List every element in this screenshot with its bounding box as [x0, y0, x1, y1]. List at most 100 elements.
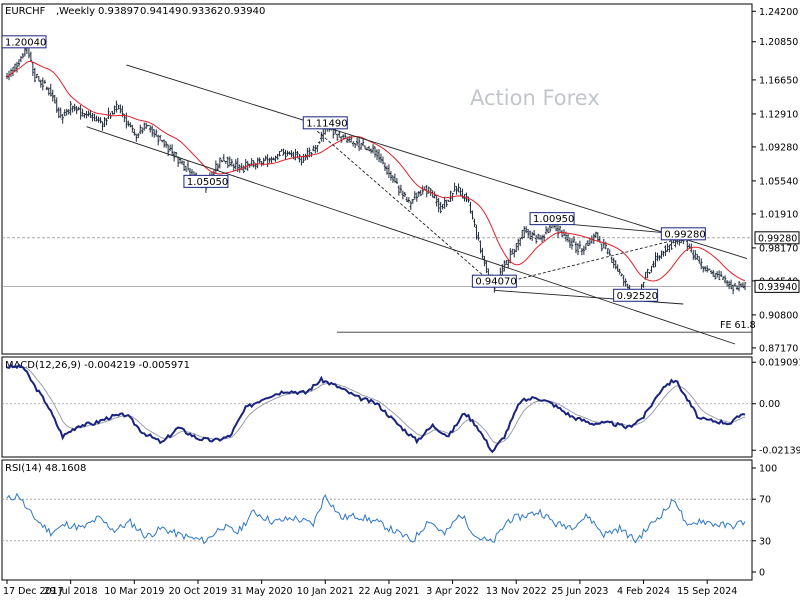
price-bar	[467, 196, 470, 203]
price-bar	[704, 266, 707, 272]
price-bar	[298, 153, 301, 163]
price-bar	[556, 224, 560, 238]
price-bar	[232, 163, 235, 171]
macd-label: MACD(12,26,9) -0.004219 -0.005971	[5, 360, 190, 371]
price-bar	[47, 87, 50, 96]
price-bar	[397, 185, 401, 196]
price-bar	[39, 79, 43, 88]
macd-tick-label: 0.019091	[759, 358, 800, 369]
price-bar	[401, 190, 405, 200]
price-bar	[280, 149, 283, 153]
price-bar	[538, 234, 542, 240]
price-bar	[339, 136, 343, 143]
price-bar	[670, 241, 673, 250]
price-bar	[351, 141, 355, 147]
price-bar	[37, 76, 41, 82]
price-bar	[542, 234, 546, 241]
price-bar	[419, 189, 422, 197]
price-label-box: 1.11490	[302, 116, 348, 130]
price-bar	[141, 127, 144, 134]
price-bar	[582, 245, 586, 255]
price-bar	[218, 157, 222, 169]
date-tick-label: 3 Apr 2022	[426, 586, 479, 597]
chart-symbol: EURCHF	[5, 6, 46, 17]
price-bar	[532, 230, 536, 236]
rsi-tick-label: 30	[759, 536, 771, 547]
price-bar	[228, 156, 231, 167]
price-bar	[139, 124, 142, 135]
date-tick-label: 29 Jul 2018	[44, 586, 98, 597]
price-bar	[503, 260, 506, 272]
rsi-tick-label: 0	[759, 568, 765, 579]
price-bar	[278, 151, 281, 157]
price-bar	[162, 139, 166, 148]
price-bar	[435, 195, 438, 207]
price-bar	[616, 264, 619, 272]
price-bar	[107, 107, 110, 120]
panel-frame-1	[1, 356, 753, 458]
chart-header: EURCHF , Weekly 0.93897 0.94149 0.93362 …	[5, 6, 265, 17]
price-bar	[528, 230, 532, 240]
price-label-text: 1.00950	[533, 214, 574, 225]
price-bar	[594, 231, 598, 239]
price-bar	[353, 143, 357, 149]
price-bar	[69, 101, 72, 116]
price-bar	[316, 145, 319, 153]
price-bar	[574, 241, 578, 254]
price-bar	[523, 226, 526, 239]
price-bar	[264, 155, 267, 161]
price-plot-area: 1.20040 1.11490 1.05050 1.00950 0.94070 0.925…	[2, 35, 752, 345]
price-bar	[170, 144, 174, 156]
price-panel: 1.20040 1.11490 1.05050 1.00950 0.94070 0.925…	[2, 35, 756, 345]
price-bar	[256, 157, 259, 169]
price-bar	[395, 177, 399, 184]
price-bar	[620, 273, 623, 277]
price-bar	[524, 226, 528, 234]
price-bar	[154, 129, 158, 137]
fe-level-label: FE 61.8	[720, 320, 756, 331]
price-bar	[377, 149, 381, 163]
price-bar	[258, 157, 261, 164]
price-bar	[445, 199, 448, 207]
ohlc-open: 0.93897	[98, 6, 139, 17]
price-bar	[511, 248, 514, 255]
trendline	[126, 64, 748, 259]
price-bar	[21, 53, 25, 59]
price-bar	[357, 137, 361, 152]
date-tick-label: 25 Jun 2023	[551, 586, 608, 597]
price-bar	[81, 108, 84, 117]
price-bar	[113, 105, 116, 115]
price-bar	[137, 133, 140, 139]
price-bar	[336, 133, 339, 141]
price-bar	[737, 280, 741, 292]
price-bar	[731, 284, 735, 295]
price-bar	[156, 134, 160, 146]
price-bar	[300, 156, 303, 166]
price-bar	[729, 279, 733, 290]
price-bar	[135, 133, 138, 142]
price-bar	[660, 250, 663, 259]
price-bar	[614, 260, 617, 270]
price-bar	[717, 270, 721, 281]
price-bar	[51, 89, 54, 102]
price-bar	[294, 148, 297, 161]
price-tick-label: 0.87170	[759, 343, 798, 354]
price-bar	[526, 229, 530, 238]
date-tick-label: 20 Oct 2019	[169, 586, 228, 597]
price-bar	[706, 265, 709, 273]
price-bar	[117, 105, 120, 110]
rsi-tick-label: 100	[759, 464, 777, 475]
price-bar	[158, 135, 162, 141]
price-bar	[164, 141, 168, 148]
price-bar	[709, 270, 713, 274]
rsi-label: RSI(14) 48.1608	[5, 463, 86, 474]
watermark: Action Forex	[470, 86, 600, 110]
price-bar	[433, 191, 436, 199]
ohlc-high: 0.94149	[140, 6, 181, 17]
price-label-box: 1.00950	[529, 212, 575, 226]
price-bar	[411, 199, 415, 204]
price-bar	[355, 137, 359, 146]
price-bar	[149, 125, 152, 133]
price-label-text: 1.20040	[5, 37, 46, 48]
